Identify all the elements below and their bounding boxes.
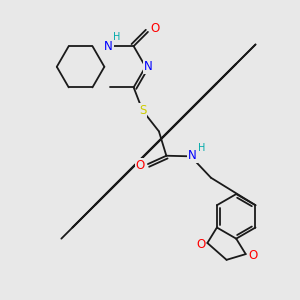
- Text: O: O: [196, 238, 205, 251]
- Text: N: N: [104, 40, 113, 53]
- Text: S: S: [139, 104, 146, 117]
- Text: N: N: [188, 148, 197, 162]
- Text: O: O: [151, 22, 160, 35]
- Text: O: O: [136, 159, 145, 172]
- Text: H: H: [113, 32, 120, 42]
- Text: H: H: [198, 143, 206, 153]
- Text: O: O: [248, 249, 257, 262]
- Text: N: N: [143, 60, 152, 73]
